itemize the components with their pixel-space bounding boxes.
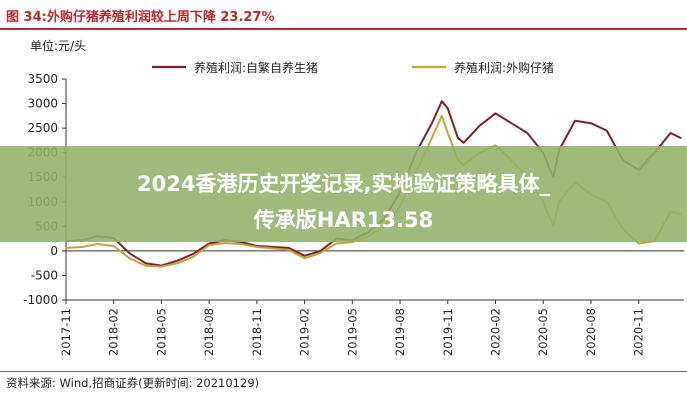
- y-tick-label: 3000: [27, 97, 58, 111]
- y-tick-label: -500: [31, 268, 58, 282]
- x-tick-label: 2019-11: [441, 308, 455, 356]
- x-tick-label: 2018-02: [107, 308, 121, 356]
- x-tick-label: 2019-08: [393, 308, 407, 356]
- x-tick-label: 2019-02: [298, 308, 312, 356]
- x-tick-label: 2017-11: [59, 308, 73, 356]
- footer-divider: [0, 371, 687, 372]
- legend-label: 养殖利润:自繁自养生猪: [194, 60, 318, 75]
- x-tick-label: 2020-02: [488, 308, 502, 356]
- overlay-text-line2: 传承版HAR13.58: [253, 208, 434, 232]
- x-tick-label: 2018-08: [202, 308, 216, 356]
- x-tick-label: 2020-08: [584, 308, 598, 356]
- x-tick-label: 2020-05: [536, 308, 550, 356]
- y-tick-label: -1000: [23, 293, 58, 307]
- overlay-banner: [0, 146, 687, 242]
- x-tick-label: 2020-11: [632, 308, 646, 356]
- y-tick-label: 2500: [27, 121, 58, 135]
- x-tick-label: 2018-05: [154, 308, 168, 356]
- y-tick-label: 3500: [27, 72, 58, 86]
- legend-label: 养殖利润:外购仔猪: [454, 60, 554, 75]
- unit-label: 单位:元/头: [30, 38, 86, 53]
- y-tick-label: 0: [50, 244, 58, 258]
- title-divider: [0, 28, 687, 30]
- legend: 养殖利润:自繁自养生猪 养殖利润:外购仔猪: [152, 60, 554, 75]
- x-tick-label: 2018-11: [250, 308, 264, 356]
- overlay-text-line1: 2024香港历史开奖记录,实地验证策略具体_: [137, 172, 550, 196]
- x-tick-label: 2019-05: [345, 308, 359, 356]
- source-note: 资料来源: Wind,招商证券(更新时间: 20210129): [6, 376, 260, 390]
- chart-title: 图 34:外购仔猪养殖利润较上周下降 23.27%: [6, 10, 275, 25]
